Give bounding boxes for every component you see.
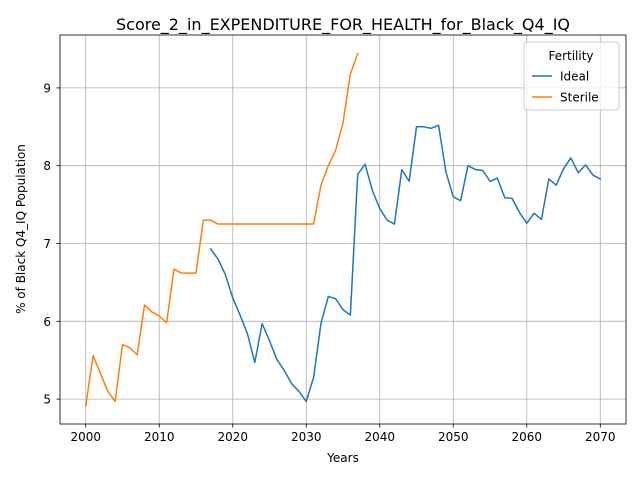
legend-label-sterile: Sterile bbox=[560, 91, 599, 105]
y-tick-label: 9 bbox=[43, 81, 51, 95]
series-line-sterile bbox=[84, 52, 359, 407]
x-tick-label: 2020 bbox=[217, 430, 248, 444]
series-layer bbox=[84, 52, 602, 407]
y-axis-ticks: 5 6 7 8 9 bbox=[43, 81, 60, 407]
y-tick-label: 8 bbox=[43, 159, 51, 173]
y-tick-label: 6 bbox=[43, 315, 51, 329]
legend-title: Fertility bbox=[548, 49, 593, 63]
x-tick-label: 2000 bbox=[70, 430, 101, 444]
plot-frame bbox=[59, 34, 627, 425]
x-axis-label: Years bbox=[326, 451, 359, 465]
x-axis-ticks: 2000 2010 2020 2030 2040 2050 2060 2070 bbox=[70, 424, 616, 444]
x-tick-label: 2010 bbox=[144, 430, 175, 444]
x-tick-label: 2070 bbox=[585, 430, 616, 444]
grid-layer bbox=[60, 35, 626, 424]
chart-title: Score_2_in_EXPENDITURE_FOR_HEALTH_for_Bl… bbox=[116, 15, 570, 35]
y-tick-label: 7 bbox=[43, 237, 51, 251]
legend-box bbox=[523, 41, 620, 111]
legend-label-ideal: Ideal bbox=[560, 70, 589, 84]
x-tick-label: 2030 bbox=[291, 430, 322, 444]
legend: Fertility Ideal Sterile bbox=[523, 41, 620, 111]
y-axis-label: % of Black Q4_IQ Population bbox=[14, 144, 28, 314]
y-tick-label: 5 bbox=[43, 393, 51, 407]
x-tick-label: 2050 bbox=[438, 430, 469, 444]
series-line-ideal bbox=[209, 124, 602, 403]
x-tick-label: 2060 bbox=[511, 430, 542, 444]
x-tick-label: 2040 bbox=[364, 430, 395, 444]
